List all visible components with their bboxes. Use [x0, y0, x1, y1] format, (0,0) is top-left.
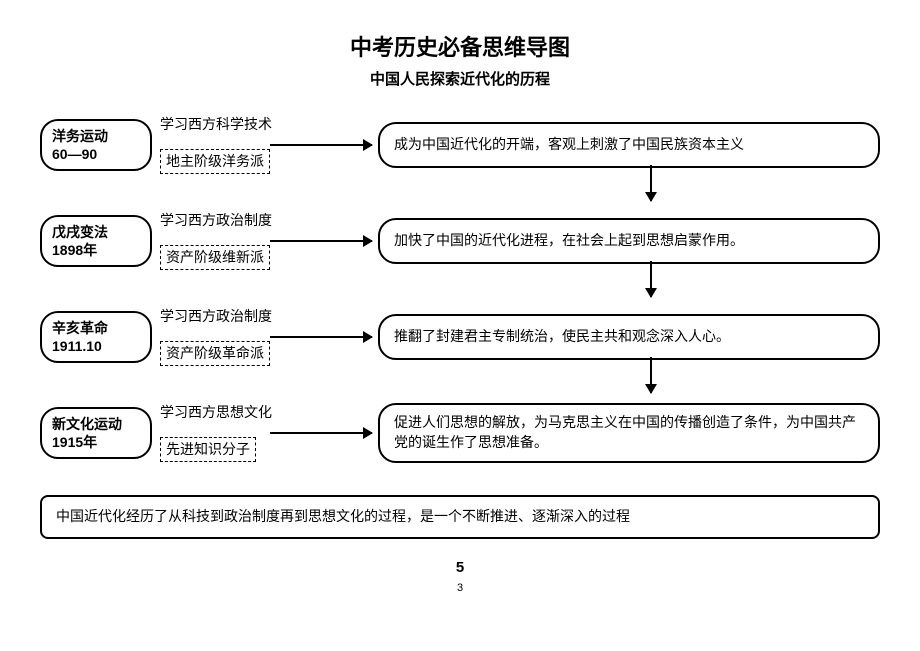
- arrow-right-icon: [312, 240, 372, 242]
- flow-row: 戊戌变法 1898年 学习西方政治制度 资产阶级维新派 加快了中国的近代化进程，…: [40, 207, 880, 275]
- result-box: 促进人们思想的解放，为马克思主义在中国的传播创造了条件，为中国共产党的诞生作了思…: [378, 403, 880, 462]
- flowchart-rows: 洋务运动 60—90 学习西方科学技术 地主阶级洋务派 成为中国近代化的开端，客…: [40, 111, 880, 467]
- result-box: 加快了中国的近代化进程，在社会上起到思想启蒙作用。: [378, 218, 880, 264]
- result-box: 推翻了封建君主专制统治，使民主共和观念深入人心。: [378, 314, 880, 360]
- arrow-right-icon: [312, 144, 372, 146]
- arrow-right-icon: [312, 336, 372, 338]
- page-title: 中考历史必备思维导图: [40, 30, 880, 62]
- arrow-down-icon: [650, 357, 652, 393]
- event-name: 戊戌变法: [52, 223, 140, 241]
- event-date: 1915年: [52, 433, 140, 451]
- flow-row: 新文化运动 1915年 学习西方思想文化 先进知识分子 促进人们思想的解放，为马…: [40, 399, 880, 467]
- class-label: 先进知识分子: [160, 437, 256, 462]
- summary-box: 中国近代化经历了从科技到政治制度再到思想文化的过程，是一个不断推进、逐渐深入的过…: [40, 495, 880, 539]
- class-label: 资产阶级革命派: [160, 341, 270, 366]
- event-name: 新文化运动: [52, 415, 140, 433]
- learn-label: 学习西方政治制度: [160, 308, 306, 329]
- class-label: 地主阶级洋务派: [160, 149, 270, 174]
- page-number-main: 5: [40, 559, 880, 576]
- summary-container: 中国近代化经历了从科技到政治制度再到思想文化的过程，是一个不断推进、逐渐深入的过…: [40, 495, 880, 539]
- flow-row: 辛亥革命 1911.10 学习西方政治制度 资产阶级革命派 推翻了封建君主专制统…: [40, 303, 880, 371]
- flow-row: 洋务运动 60—90 学习西方科学技术 地主阶级洋务派 成为中国近代化的开端，客…: [40, 111, 880, 179]
- event-box: 洋务运动 60—90: [40, 119, 152, 171]
- event-box: 戊戌变法 1898年: [40, 215, 152, 267]
- result-box: 成为中国近代化的开端，客观上刺激了中国民族资本主义: [378, 122, 880, 168]
- event-date: 1898年: [52, 241, 140, 259]
- event-box: 辛亥革命 1911.10: [40, 311, 152, 363]
- class-label: 资产阶级维新派: [160, 245, 270, 270]
- page-number-sub: 3: [40, 582, 880, 594]
- event-name: 辛亥革命: [52, 319, 140, 337]
- page-subtitle: 中国人民探索近代化的历程: [40, 68, 880, 89]
- event-date: 60—90: [52, 145, 140, 163]
- event-name: 洋务运动: [52, 127, 140, 145]
- arrow-right-icon: [312, 432, 372, 434]
- learn-label: 学习西方思想文化: [160, 404, 306, 425]
- arrow-down-icon: [650, 165, 652, 201]
- learn-label: 学习西方政治制度: [160, 212, 306, 233]
- event-box: 新文化运动 1915年: [40, 407, 152, 459]
- learn-label: 学习西方科学技术: [160, 116, 306, 137]
- event-date: 1911.10: [52, 337, 140, 355]
- arrow-down-icon: [650, 261, 652, 297]
